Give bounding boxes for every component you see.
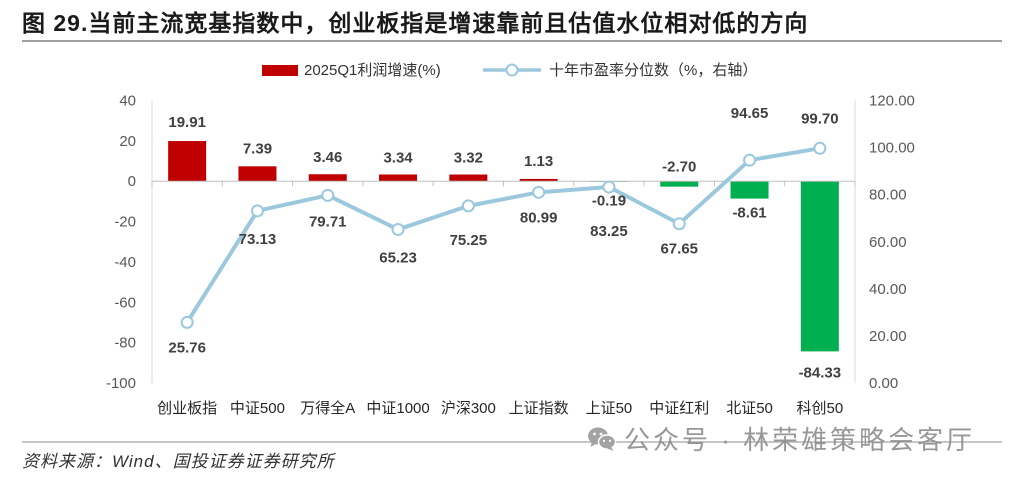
profit-growth-label-5: 1.13 [524, 153, 553, 170]
profit-growth-label-3: 3.34 [383, 149, 413, 166]
left-axis-tick-label-2: 0 [128, 173, 136, 190]
left-axis-tick-label-0: 40 [119, 93, 136, 110]
category-label-2: 万得全A [300, 399, 355, 417]
right-axis-tick-label-0: 120.00 [869, 93, 915, 110]
left-axis-tick-label-5: -60 [114, 294, 136, 311]
category-label-3: 中证1000 [366, 400, 429, 417]
right-axis-tick-label-5: 20.00 [869, 328, 907, 345]
right-axis-tick-label-4: 40.00 [869, 281, 907, 298]
pe-percentile-label-4: 75.25 [450, 232, 488, 249]
figure-title: 图 29.当前主流宽基指数中，创业板指是增速靠前且估值水位相对低的方向 [22, 10, 808, 36]
category-label-7: 中证红利 [649, 400, 709, 417]
right-axis-tick-label-6: 0.00 [869, 375, 898, 392]
wechat-icon [588, 427, 617, 451]
watermark-text: 公众号 · 林荣雄策略会客厅 [624, 425, 975, 455]
category-label-0: 创业板指 [157, 399, 217, 417]
pe-percentile-label-7: 67.65 [660, 241, 698, 258]
profit-growth-label-4: 3.32 [454, 150, 483, 167]
pe-percentile-label-8: 94.65 [731, 105, 769, 122]
pe-percentile-point-1 [250, 204, 264, 218]
category-label-4: 沪深300 [441, 400, 496, 417]
pe-percentile-label-0: 25.76 [168, 339, 206, 356]
category-label-5: 上证指数 [509, 400, 569, 417]
profit-growth-bar-5 [519, 178, 558, 182]
profit-growth-label-7: -2.70 [662, 159, 696, 176]
pe-percentile-label-1: 73.13 [239, 231, 277, 248]
profit-growth-bar-8 [730, 181, 769, 199]
right-axis-tick-label-2: 80.00 [869, 187, 907, 204]
right-axis-tick-label-1: 100.00 [869, 140, 915, 157]
legend-line-label: 十年市盈率分位数（%，右轴） [549, 62, 757, 79]
profit-growth-label-9: -84.33 [799, 364, 842, 381]
pe-percentile-point-9 [813, 141, 827, 155]
pe-percentile-label-2: 79.71 [309, 213, 347, 230]
profit-growth-bar-1 [238, 166, 277, 182]
category-label-1: 中证500 [230, 400, 285, 417]
plot-area: 40 20 0 -20 -40 -60 -80 -100 120.00 100.00 80.00 60… [106, 93, 915, 418]
category-label-9: 科创50 [797, 400, 844, 417]
source-note: 资料来源：Wind、国投证券证券研究所 [22, 452, 337, 471]
pe-percentile-label-3: 65.23 [379, 249, 417, 266]
legend-bar-swatch [262, 65, 298, 76]
pe-percentile-point-6 [602, 180, 616, 194]
profit-growth-bar-4 [449, 174, 488, 182]
profit-growth-bar-7 [660, 181, 699, 187]
legend-line-marker [505, 63, 519, 77]
legend-bar-label: 2025Q1利润增速(%) [304, 62, 441, 79]
pe-percentile-point-3 [391, 222, 405, 236]
profit-growth-bar-3 [379, 174, 418, 182]
pe-percentile-point-2 [321, 188, 335, 202]
profit-growth-label-2: 3.46 [313, 149, 342, 166]
left-axis-tick-label-7: -100 [106, 375, 136, 392]
left-axis-tick-label-4: -40 [114, 254, 136, 271]
legend: 2025Q1利润增速(%) 十年市盈率分位数（%，右轴） [262, 62, 757, 79]
profit-growth-label-0: 19.91 [168, 114, 206, 131]
pe-percentile-line [185, 146, 822, 325]
pe-percentile-label-5: 80.99 [520, 209, 558, 226]
pe-percentile-point-4 [461, 199, 475, 213]
watermark: 公众号 · 林荣雄策略会客厅 [588, 425, 975, 455]
profit-growth-bar-9 [800, 181, 839, 352]
pe-percentile-point-5 [532, 185, 546, 199]
left-axis-tick-label-3: -20 [114, 214, 136, 231]
pe-percentile-point-8 [743, 153, 757, 167]
left-axis-tick-label-6: -80 [114, 335, 136, 352]
left-axis-tick-label-1: 20 [119, 133, 136, 150]
pe-percentile-label-9: 99.70 [801, 110, 839, 127]
profit-growth-bar-2 [308, 174, 347, 182]
profit-growth-bar-0 [168, 141, 207, 182]
right-axis-tick-label-3: 60.00 [869, 234, 907, 251]
category-label-8: 北证50 [726, 400, 773, 417]
pe-percentile-point-7 [672, 217, 686, 231]
pe-percentile-point-0 [180, 315, 194, 329]
profit-growth-label-1: 7.39 [243, 140, 272, 157]
category-label-6: 上证50 [586, 400, 633, 417]
profit-growth-label-6: -0.19 [592, 193, 626, 210]
pe-percentile-label-6: 83.25 [590, 223, 628, 240]
profit-growth-label-8: -8.61 [732, 205, 766, 222]
